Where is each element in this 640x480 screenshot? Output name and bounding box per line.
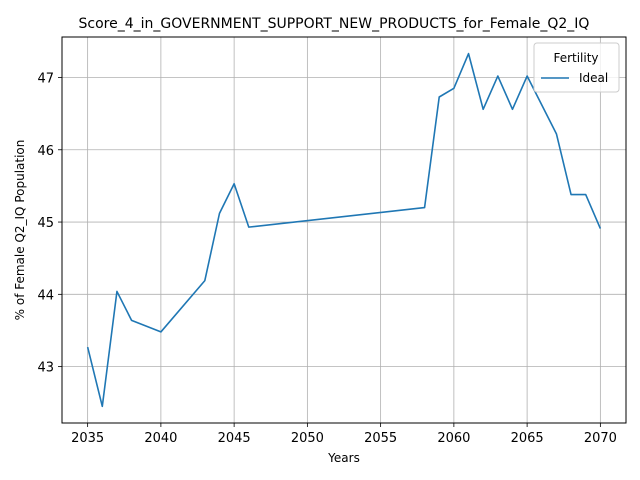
x-axis-label: Years bbox=[327, 451, 360, 465]
series-lines bbox=[86, 52, 602, 408]
x-tick-label: 2050 bbox=[291, 431, 324, 446]
y-axis-ticks: 43 44 45 46 47 bbox=[37, 71, 62, 376]
y-axis-label: % of Female Q2_IQ Population bbox=[13, 140, 27, 321]
x-tick-label: 2035 bbox=[71, 431, 104, 446]
y-tick-label: 45 bbox=[37, 216, 54, 231]
y-tick-label: 47 bbox=[37, 71, 54, 86]
x-tick-label: 2060 bbox=[437, 431, 470, 446]
chart-title: Score_4_in_GOVERNMENT_SUPPORT_NEW_PRODUC… bbox=[79, 16, 590, 32]
plot-area-frame bbox=[61, 36, 627, 424]
y-tick-label: 43 bbox=[37, 361, 54, 376]
legend-box bbox=[533, 42, 620, 93]
x-tick-label: 2055 bbox=[364, 431, 397, 446]
y-tick-label: 44 bbox=[37, 288, 54, 303]
x-tick-label: 2045 bbox=[218, 431, 251, 446]
legend: Fertility Ideal bbox=[533, 42, 620, 93]
legend-title: Fertility bbox=[553, 51, 598, 65]
x-tick-label: 2070 bbox=[584, 431, 617, 446]
x-tick-label: 2065 bbox=[511, 431, 544, 446]
series-line-ideal bbox=[86, 52, 602, 408]
y-tick-label: 46 bbox=[37, 144, 54, 159]
grid-lines bbox=[62, 37, 626, 423]
legend-label-ideal: Ideal bbox=[579, 71, 608, 85]
x-axis-ticks: 2035 2040 2045 2050 2055 2060 2065 2070 bbox=[71, 423, 617, 446]
x-tick-label: 2040 bbox=[144, 431, 177, 446]
